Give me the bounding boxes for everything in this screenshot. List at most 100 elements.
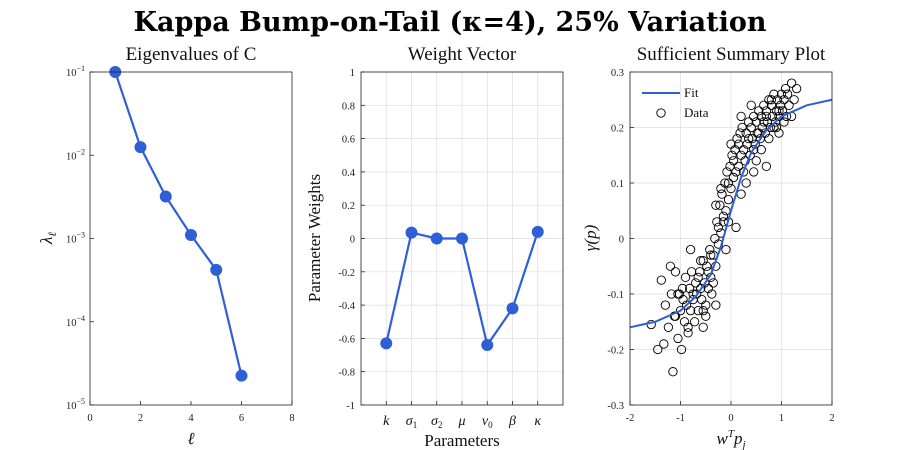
eigen-ytick-exp: −5 xyxy=(76,397,85,406)
data-point xyxy=(789,95,799,105)
data-point xyxy=(750,139,760,149)
data-point xyxy=(754,106,764,116)
eigen-xtick-label: 6 xyxy=(239,413,244,424)
data-point xyxy=(749,145,759,155)
weight-vector-xlabel: Parameters xyxy=(424,431,500,450)
summary-ytick-label: 0.2 xyxy=(611,124,624,135)
weight-point xyxy=(506,302,519,315)
weight-point xyxy=(405,226,418,239)
data-point xyxy=(683,322,693,332)
data-point xyxy=(774,106,784,116)
data-point xyxy=(728,172,739,183)
summary-ytick-label: 0 xyxy=(619,235,624,246)
figure-title: Kappa Bump-on-Tail (κ=4), 25% Variation xyxy=(134,7,767,38)
weight-point xyxy=(380,337,393,350)
weight-xtick-sub: 0 xyxy=(488,420,493,430)
weight-xtick-base: v xyxy=(482,414,489,429)
data-point xyxy=(693,272,703,282)
eigen-xtick-label: 4 xyxy=(188,413,194,424)
data-point xyxy=(656,275,666,285)
data-point xyxy=(706,250,716,260)
weight-ytick-label: -0.4 xyxy=(338,301,355,312)
weight-ytick-label: 0.6 xyxy=(342,135,355,146)
data-point xyxy=(698,322,708,332)
eigen-ytick-base: 10 xyxy=(66,235,77,246)
data-point xyxy=(761,161,771,172)
data-point xyxy=(761,111,771,122)
data-point xyxy=(676,344,687,355)
weight-xtick-label: k xyxy=(383,414,390,429)
data-point xyxy=(680,272,691,282)
data-point xyxy=(703,283,713,294)
weight-xtick-label: κ xyxy=(534,414,541,429)
data-point xyxy=(736,111,746,122)
data-point xyxy=(663,322,674,332)
data-point xyxy=(691,278,701,288)
data-point xyxy=(741,128,751,138)
eigen-ytick-exp: −1 xyxy=(76,64,85,73)
weight-vector-panel: Weight Vector 1 0.8 0.6 0.4 0.2 0 -0.2 -0.4 -0.6… xyxy=(305,44,564,450)
data-point xyxy=(749,111,759,122)
data-point xyxy=(695,267,705,277)
weight-ytick-label: 0.4 xyxy=(342,168,356,179)
eigen-ytick-exp: −3 xyxy=(76,231,85,240)
eigen-xtick-label: 2 xyxy=(138,413,143,424)
weight-ytick-label: -0.6 xyxy=(338,334,355,345)
data-point xyxy=(673,289,683,299)
data-point xyxy=(701,300,711,310)
weight-ytick-label: 1 xyxy=(350,68,355,79)
eigenvalues-xlabel: ℓ xyxy=(187,429,194,448)
legend-data-label: Data xyxy=(684,105,709,120)
data-point xyxy=(784,100,794,110)
data-point xyxy=(786,78,797,88)
data-point xyxy=(670,267,681,277)
data-point xyxy=(774,128,784,138)
data-point xyxy=(659,339,669,349)
eigenvalues-panel: Eigenvalues of C 0 2 4 6 810−110−210−310−410… xyxy=(37,44,295,448)
weight-vector-title: Weight Vector xyxy=(408,44,517,65)
legend-fit-label: Fit xyxy=(684,85,699,100)
data-point xyxy=(738,167,749,177)
eigenvalue-point xyxy=(134,141,147,154)
data-point xyxy=(751,156,761,166)
data-point xyxy=(702,261,712,271)
data-point xyxy=(735,128,745,138)
weight-xtick-label: β xyxy=(508,414,516,429)
summary-plot-legend: Fit Data xyxy=(642,85,709,120)
data-point xyxy=(744,117,754,127)
weight-xtick-base: κ xyxy=(534,414,541,429)
data-point xyxy=(756,145,766,155)
data-point xyxy=(711,300,721,310)
eigenvalues-title: Eigenvalues of C xyxy=(126,44,257,65)
summary-ytick-label: -0.3 xyxy=(607,401,624,412)
data-point xyxy=(685,244,696,255)
data-point xyxy=(756,111,766,122)
data-point xyxy=(710,233,720,244)
data-point xyxy=(678,294,688,305)
data-point xyxy=(677,283,688,294)
data-point xyxy=(764,133,774,144)
eigen-xtick-label: 0 xyxy=(87,413,92,424)
data-point xyxy=(728,156,739,166)
data-point xyxy=(653,344,663,355)
weight-ytick-label: -0.8 xyxy=(338,368,355,379)
data-point xyxy=(760,128,770,138)
data-point xyxy=(668,367,678,377)
summary-xtick-label: -1 xyxy=(676,413,685,424)
weight-ytick-label: -1 xyxy=(346,401,355,412)
eigenvalue-point xyxy=(210,263,223,276)
data-point xyxy=(746,122,756,133)
summary-plot-ylabel: γ(p) xyxy=(581,224,600,251)
data-point xyxy=(744,133,754,144)
weight-xtick-base: σ xyxy=(431,414,439,429)
eigen-ytick-label: 10−5 xyxy=(66,397,85,412)
summary-xtick-label: -2 xyxy=(626,413,635,424)
weight-point xyxy=(531,225,544,238)
weight-xtick-label: σ2 xyxy=(431,414,442,430)
weight-ytick-label: 0.2 xyxy=(342,201,355,212)
data-point xyxy=(745,150,755,160)
data-point xyxy=(711,200,721,210)
data-point xyxy=(660,300,670,310)
summary-xtick-label: 1 xyxy=(779,413,784,424)
